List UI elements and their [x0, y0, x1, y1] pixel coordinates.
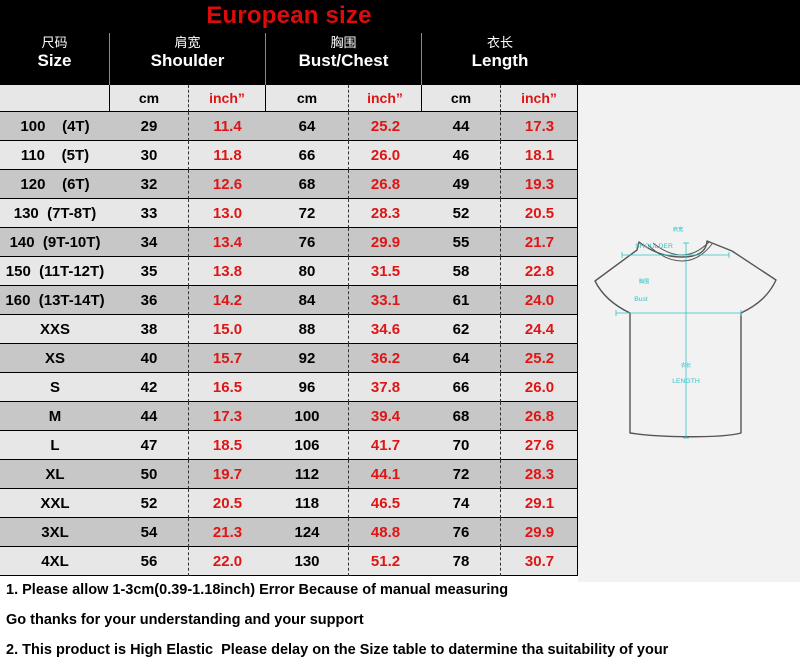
svg-text:Bust: Bust — [634, 296, 648, 303]
svg-text:SHOULDER: SHOULDER — [635, 243, 673, 250]
svg-text:胸围: 胸围 — [639, 277, 650, 285]
svg-text:LENGTH: LENGTH — [672, 378, 700, 385]
svg-text:肩宽: 肩宽 — [673, 225, 684, 233]
svg-text:衣长: 衣长 — [681, 361, 692, 369]
